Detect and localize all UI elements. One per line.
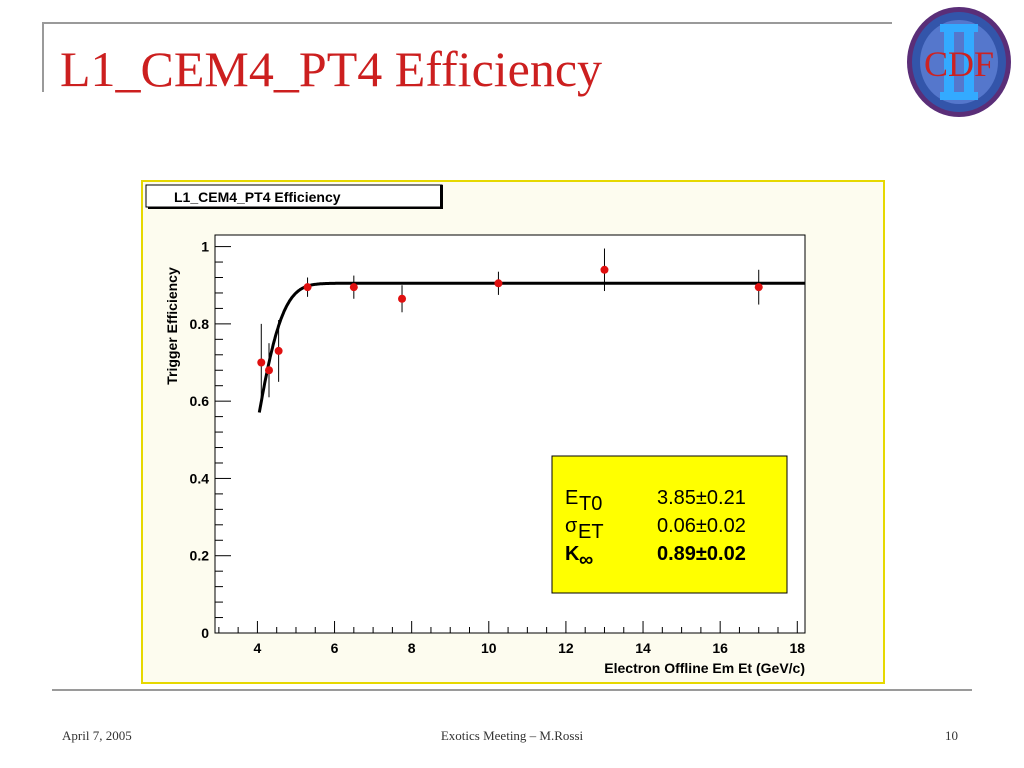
footer-rule: [52, 689, 972, 691]
logo-text: CDF: [924, 44, 994, 84]
x-tick-label: 6: [331, 640, 339, 656]
fit-param-subscript: ET: [578, 521, 604, 543]
point-marker: [600, 265, 609, 274]
x-tick-label: 12: [558, 640, 574, 656]
x-tick-label: 16: [712, 640, 728, 656]
point-marker: [264, 366, 273, 375]
data-point: [274, 320, 283, 382]
fit-param-value: 0.06±0.02: [657, 515, 746, 537]
point-marker: [257, 358, 266, 367]
footer-page-number: 10: [945, 728, 958, 743]
y-tick-label: 0.4: [190, 470, 210, 486]
slide-title: L1_CEM4_PT4 Efficiency: [60, 41, 603, 97]
y-tick-label: 0.6: [190, 393, 210, 409]
point-marker: [349, 283, 358, 292]
point-marker: [303, 283, 312, 292]
x-tick-label: 10: [481, 640, 497, 656]
fit-param-subscript: ∞: [579, 549, 593, 571]
title-horizontal-rule: [42, 22, 892, 24]
data-point: [257, 323, 266, 402]
x-axis-label: Electron Offline Em Et (GeV/c): [604, 660, 805, 676]
fit-param-value: 3.85±0.21: [657, 487, 746, 509]
x-tick-label: 4: [254, 640, 262, 656]
title-vertical-rule: [42, 22, 44, 92]
y-tick-label: 0.8: [190, 316, 210, 332]
chart-title-shadow-bottom: [148, 207, 443, 209]
data-point: [600, 248, 609, 292]
x-tick-label: 14: [635, 640, 651, 656]
data-point: [264, 343, 273, 398]
fit-param-name: K: [565, 543, 580, 565]
data-point: [754, 269, 763, 305]
fit-params: E T0 3.85±0.21 σ ET 0.06±0.02 K ∞ 0.89±0.02: [565, 487, 746, 571]
x-tick-label: 8: [408, 640, 416, 656]
x-axis: 4 6 8 10 12 14 16 18: [218, 621, 805, 656]
footer-date: April 7, 2005: [62, 728, 132, 743]
point-marker: [274, 346, 283, 355]
fit-curve: [257, 281, 805, 413]
chart-title-shadow: [440, 185, 443, 209]
y-axis: 0 0.2 0.4 0.6 0.8 1: [190, 239, 231, 641]
data-point: [303, 277, 312, 297]
fit-param-name: σ: [565, 515, 578, 537]
fit-param-value: 0.89±0.02: [657, 543, 746, 565]
y-tick-label: 0: [201, 625, 209, 641]
data-point: [349, 275, 358, 299]
data-points: [257, 248, 763, 402]
x-tick-label: 18: [789, 640, 805, 656]
chart-title: L1_CEM4_PT4 Efficiency: [174, 189, 341, 205]
fit-stats-box: [551, 455, 788, 594]
chart-frame: L1_CEM4_PT4 Efficiency 0 0.2 0.4 0.6 0.8 1 4 6…: [141, 180, 885, 684]
cdf-logo: CDF: [907, 7, 1011, 117]
y-axis-label: Trigger Efficiency: [164, 267, 180, 385]
point-marker: [754, 283, 763, 292]
point-marker: [398, 294, 407, 303]
data-point: [398, 285, 407, 313]
fit-param-subscript: T0: [579, 493, 602, 515]
data-point: [494, 271, 503, 295]
point-marker: [494, 279, 503, 288]
y-tick-label: 1: [201, 239, 209, 255]
y-tick-label: 0.2: [190, 548, 210, 564]
footer-meeting: Exotics Meeting – M.Rossi: [440, 728, 584, 743]
fit-param-name: E: [565, 487, 578, 509]
